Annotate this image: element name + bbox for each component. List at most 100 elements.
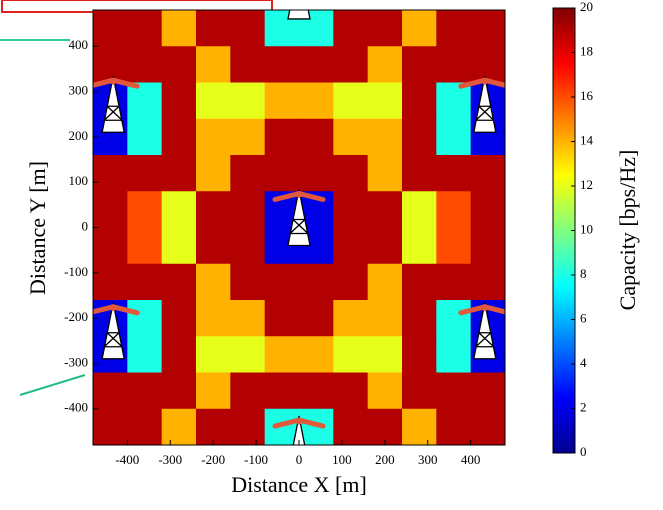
cell bbox=[230, 409, 265, 446]
cell bbox=[368, 83, 403, 120]
cell bbox=[368, 191, 403, 228]
cell bbox=[436, 83, 471, 120]
cell bbox=[436, 155, 471, 192]
cell bbox=[299, 46, 334, 83]
colorbar-tick-label: 12 bbox=[580, 177, 593, 192]
cell bbox=[162, 119, 197, 156]
cell bbox=[230, 373, 265, 410]
cell bbox=[299, 155, 334, 192]
cell bbox=[265, 83, 300, 120]
cell bbox=[471, 155, 506, 192]
cell bbox=[299, 119, 334, 156]
cell bbox=[127, 373, 162, 410]
cell bbox=[230, 119, 265, 156]
colorbar-tick-label: 18 bbox=[580, 43, 593, 58]
cell bbox=[127, 300, 162, 337]
cell bbox=[127, 46, 162, 83]
cell bbox=[333, 46, 368, 83]
cell bbox=[162, 155, 197, 192]
colorbar-tick-label: 10 bbox=[580, 221, 593, 236]
cell bbox=[265, 46, 300, 83]
y-axis-label: Distance Y [m] bbox=[25, 161, 50, 295]
cell bbox=[333, 409, 368, 446]
y-tick-label: 200 bbox=[69, 128, 89, 143]
cell bbox=[93, 409, 128, 446]
cell bbox=[471, 264, 506, 301]
cell bbox=[265, 300, 300, 337]
cell bbox=[368, 155, 403, 192]
cell bbox=[127, 228, 162, 265]
cell bbox=[230, 191, 265, 228]
cell bbox=[127, 119, 162, 156]
cell bbox=[230, 10, 265, 47]
cell bbox=[230, 336, 265, 373]
cell bbox=[333, 191, 368, 228]
cell bbox=[162, 228, 197, 265]
cell bbox=[196, 373, 231, 410]
cell bbox=[127, 336, 162, 373]
cell bbox=[265, 119, 300, 156]
cell bbox=[196, 228, 231, 265]
y-tick-label: 400 bbox=[69, 37, 89, 52]
cell bbox=[368, 228, 403, 265]
y-tick-label: 0 bbox=[82, 218, 89, 233]
cell bbox=[436, 409, 471, 446]
cell bbox=[196, 10, 231, 47]
colorbar-tick-label: 0 bbox=[580, 444, 587, 459]
cell bbox=[162, 46, 197, 83]
cell bbox=[230, 46, 265, 83]
colorbar-tick-label: 4 bbox=[580, 355, 587, 370]
cell bbox=[471, 191, 506, 228]
cell bbox=[436, 46, 471, 83]
cell bbox=[368, 46, 403, 83]
cell bbox=[127, 10, 162, 47]
cell bbox=[230, 264, 265, 301]
cell bbox=[196, 264, 231, 301]
cell bbox=[333, 300, 368, 337]
cell bbox=[230, 83, 265, 120]
y-tick-label: 300 bbox=[69, 83, 89, 98]
cell bbox=[402, 264, 437, 301]
cell bbox=[162, 191, 197, 228]
cell bbox=[471, 10, 506, 47]
cell bbox=[436, 119, 471, 156]
cell bbox=[436, 264, 471, 301]
cell bbox=[265, 373, 300, 410]
cell bbox=[402, 228, 437, 265]
cell bbox=[265, 155, 300, 192]
cell bbox=[196, 300, 231, 337]
cell bbox=[93, 264, 128, 301]
screen-artifact bbox=[20, 375, 85, 395]
x-tick-label: 200 bbox=[375, 452, 395, 467]
y-tick-label: -100 bbox=[64, 264, 88, 279]
cell bbox=[93, 191, 128, 228]
cell bbox=[265, 336, 300, 373]
cell bbox=[196, 336, 231, 373]
cell bbox=[230, 300, 265, 337]
cell bbox=[333, 119, 368, 156]
cell bbox=[436, 336, 471, 373]
y-tick-label: 100 bbox=[69, 173, 89, 188]
cell bbox=[299, 83, 334, 120]
colorbar-tick-label: 20 bbox=[580, 0, 593, 14]
x-tick-label: -300 bbox=[158, 452, 182, 467]
y-tick-label: -200 bbox=[64, 309, 88, 324]
cell bbox=[368, 264, 403, 301]
cell bbox=[402, 409, 437, 446]
cell bbox=[333, 83, 368, 120]
cell bbox=[299, 264, 334, 301]
cell bbox=[436, 373, 471, 410]
cell bbox=[127, 409, 162, 446]
figure: Distance X [m] Distance Y [m] Capacity [… bbox=[0, 0, 663, 505]
cell bbox=[230, 228, 265, 265]
cell bbox=[127, 191, 162, 228]
colorbar-tick-label: 6 bbox=[580, 310, 587, 325]
x-tick-label: 0 bbox=[296, 452, 303, 467]
colorbar-tick-label: 2 bbox=[580, 399, 587, 414]
x-tick-label: 400 bbox=[461, 452, 481, 467]
cell bbox=[162, 10, 197, 47]
cell bbox=[196, 83, 231, 120]
cell bbox=[196, 191, 231, 228]
cell bbox=[402, 336, 437, 373]
cell bbox=[93, 155, 128, 192]
